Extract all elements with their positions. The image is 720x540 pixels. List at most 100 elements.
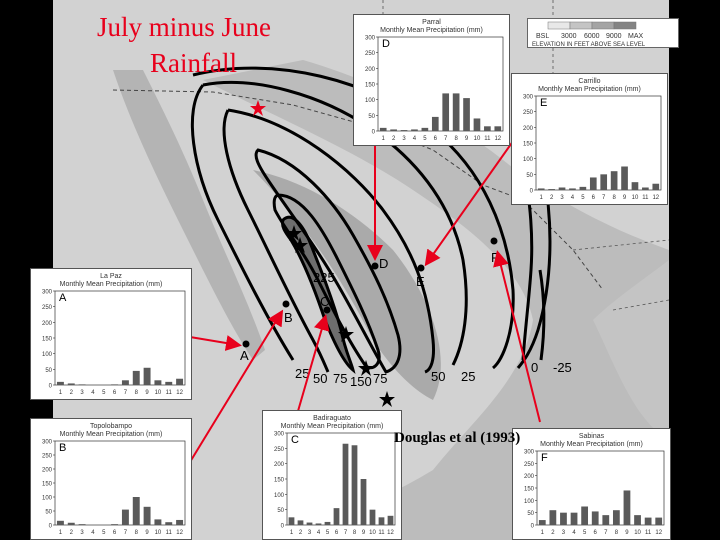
chart-bar — [411, 129, 418, 131]
chart-bar — [642, 187, 649, 190]
chart-ytick-label: 50 — [277, 508, 284, 514]
chart-ytick-label: 150 — [365, 83, 376, 89]
contour-label-minus25: -25 — [553, 360, 572, 375]
chart-bar — [324, 521, 331, 525]
chart-xtick-label: 6 — [113, 390, 117, 396]
chart-xtick-label: 9 — [625, 530, 629, 536]
chart-bar — [484, 126, 491, 131]
chart-xtick-label: 12 — [494, 136, 501, 142]
station-chart-e: Carrillo Monthly Mean Precipitation (mm) E… — [511, 73, 668, 205]
chart-ytick-label: 250 — [523, 110, 534, 116]
chart-ytick-label: 150 — [274, 478, 285, 484]
chart-station-id: C — [291, 434, 299, 446]
chart-xtick-label: 6 — [335, 530, 339, 536]
chart-ytick-label: 100 — [523, 157, 534, 163]
chart-ytick-label: 0 — [49, 384, 53, 390]
chart-xtick-label: 11 — [166, 530, 173, 536]
chart-xtick-label: 11 — [166, 390, 173, 396]
chart-ytick-label: 300 — [523, 95, 534, 101]
chart-bar — [165, 381, 173, 385]
station-dots — [242, 237, 498, 348]
contour-label-0: 0 — [531, 360, 538, 375]
chart-ytick-label: 250 — [274, 447, 285, 453]
chart-bar — [569, 188, 576, 190]
station-label-d: D — [379, 256, 388, 271]
chart-bar — [579, 186, 587, 190]
chart-xtick-label: 11 — [484, 136, 491, 142]
legend-label-6000: 6000 — [584, 33, 600, 40]
chart-xtick-label: 3 — [308, 530, 312, 536]
chart-xtick-label: 12 — [655, 530, 662, 536]
chart-bar — [431, 116, 439, 131]
chart-bar — [360, 479, 367, 525]
state-border — [572, 239, 669, 251]
chart-xtick-label: 10 — [155, 390, 162, 396]
chart-xtick-label: 10 — [369, 530, 376, 536]
chart-xtick-label: 4 — [317, 530, 321, 536]
chart-bar — [288, 517, 295, 525]
contour-50-west — [222, 109, 330, 373]
citation: Douglas et al (1993) — [394, 430, 521, 446]
chart-bar — [342, 443, 349, 525]
contour-50-east — [227, 108, 435, 374]
map-title-line-1: July minus June — [97, 12, 272, 42]
chart-xtick-label: 9 — [465, 136, 469, 142]
chart-xtick-label: 9 — [362, 530, 366, 536]
contour-label-150: 150 — [350, 374, 372, 389]
chart-bar — [421, 127, 429, 131]
contour-label-25-east: 25 — [461, 369, 475, 384]
chart-station-id: D — [382, 38, 390, 50]
chart-xtick-label: 5 — [102, 390, 106, 396]
chart-xtick-label: 5 — [583, 530, 587, 536]
sierra-madre-shading — [253, 170, 441, 400]
station-label-e: E — [416, 274, 425, 289]
contour-label-75-east: 75 — [373, 371, 387, 386]
chart-bar — [154, 519, 162, 525]
contour-label-75-west: 75 — [333, 371, 347, 386]
contour-minus25 — [538, 269, 546, 361]
chart-bar — [655, 517, 663, 525]
chart-ytick-label: 0 — [49, 524, 53, 530]
chart-bar — [306, 522, 313, 525]
chart-bar — [132, 497, 140, 525]
chart-ytick-label: 300 — [42, 290, 53, 296]
chart-bar — [400, 130, 408, 131]
chart-xtick-label: 3 — [80, 390, 84, 396]
chart-xtick-label: 2 — [392, 136, 396, 142]
chart-bar — [143, 506, 151, 525]
chart-xtick-label: 12 — [652, 195, 659, 201]
chart-xtick-label: 8 — [615, 530, 619, 536]
chart-xtick-label: 11 — [645, 530, 652, 536]
chart-bar — [644, 517, 652, 525]
chart-xtick-label: 8 — [135, 530, 139, 536]
chart-station-id: E — [540, 97, 547, 109]
chart-xtick-label: 3 — [562, 530, 566, 536]
chart-xtick-label: 5 — [423, 136, 427, 142]
chart-xtick-label: 3 — [560, 195, 564, 201]
chart-xtick-label: 12 — [387, 530, 394, 536]
chart-ytick-label: 0 — [281, 524, 285, 530]
chart-bar — [121, 380, 129, 385]
station-chart-b: Topolobampo Monthly Mean Precipitation (m… — [30, 418, 192, 540]
chart-bar — [581, 506, 589, 525]
chart-bar — [351, 445, 358, 525]
chart-bar — [548, 189, 555, 190]
chart-bar — [78, 524, 86, 525]
map-title-line-2: Rainfall — [150, 48, 237, 78]
chart-ytick-label: 200 — [274, 462, 285, 468]
chart-xtick-label: 1 — [541, 530, 545, 536]
contour-label-50-east: 50 — [431, 369, 445, 384]
legend-label-3000: 3000 — [561, 33, 577, 40]
chart-bar — [56, 520, 64, 525]
chart-xtick-label: 4 — [91, 390, 95, 396]
chart-title: Monthly Mean Precipitation (mm) — [60, 431, 163, 438]
chart-bar — [591, 511, 599, 525]
baja-peninsula — [113, 70, 265, 360]
chart-title: Monthly Mean Precipitation (mm) — [538, 86, 641, 93]
chart-xtick-label: 11 — [642, 195, 649, 201]
chart-ytick-label: 50 — [45, 510, 52, 516]
chart-ytick-label: 250 — [524, 462, 535, 468]
